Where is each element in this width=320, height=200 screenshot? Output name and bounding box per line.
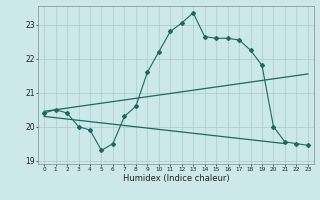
X-axis label: Humidex (Indice chaleur): Humidex (Indice chaleur) <box>123 174 229 183</box>
